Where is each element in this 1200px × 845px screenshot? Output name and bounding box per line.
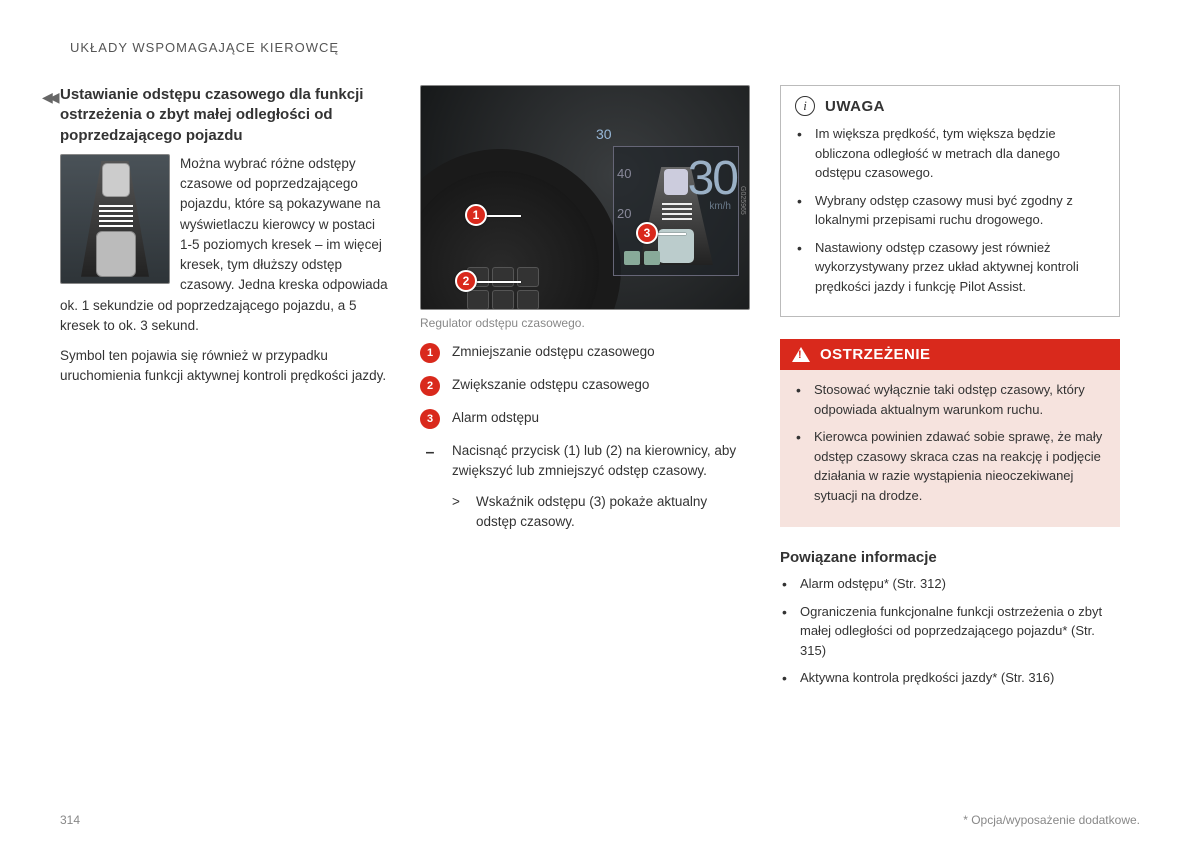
speed-readout: 30	[688, 151, 737, 206]
warning-icon	[792, 347, 810, 362]
callout-text-1: Zmniejszanie odstępu czasowego	[452, 342, 655, 363]
paragraph-2: Symbol ten pojawia się również w przypad…	[60, 346, 390, 387]
warning-title: OSTRZEŻENIE	[820, 346, 931, 363]
continuation-icon: ◀◀	[42, 89, 56, 106]
column-2: 30 40 20 30 km/h G025965 1 2 3 Regulator…	[420, 85, 750, 696]
callout-text-2: Zwiększanie odstępu czasowego	[452, 375, 649, 396]
instruction-item: – Nacisnąć przycisk (1) lub (2) na kiero…	[420, 441, 750, 532]
related-list: Alarm odstępu* (Str. 312) Ograniczenia f…	[780, 574, 1120, 688]
note-item: Im większa prędkość, tym większa będzie …	[797, 124, 1105, 183]
dashboard-illustration: 30 40 20 30 km/h G025965 1 2 3	[420, 85, 750, 310]
callout-item-2: 2 Zwiększanie odstępu czasowego	[420, 375, 750, 396]
note-box: i UWAGA Im większa prędkość, tym większa…	[780, 85, 1120, 317]
related-item: Aktywna kontrola prędkości jazdy* (Str. …	[782, 668, 1120, 688]
callout-1-marker: 1	[465, 204, 487, 226]
callout-list: 1 Zmniejszanie odstępu czasowego 2 Zwięk…	[420, 342, 750, 532]
instruction-result: Wskaźnik odstępu (3) pokaże aktualny ods…	[476, 492, 750, 533]
gauge-20: 20	[617, 206, 631, 221]
callout-num-3: 3	[420, 409, 440, 429]
speed-unit: km/h	[709, 201, 731, 212]
image-caption: Regulator odstępu czasowego.	[420, 316, 750, 330]
callout-2-marker: 2	[455, 270, 477, 292]
note-title: UWAGA	[825, 98, 885, 115]
note-item: Wybrany odstęp czasowy musi być zgodny z…	[797, 191, 1105, 230]
note-item: Nastawiony odstęp czasowy jest również w…	[797, 238, 1105, 297]
gauge-40: 40	[617, 166, 631, 181]
callout-num-2: 2	[420, 376, 440, 396]
warning-item: Stosować wyłącznie taki odstęp czasowy, …	[796, 380, 1106, 419]
warning-box: OSTRZEŻENIE Stosować wyłącznie taki odst…	[780, 339, 1120, 527]
distance-symbol-illustration	[60, 154, 170, 284]
callout-text-3: Alarm odstępu	[452, 408, 539, 429]
related-item: Alarm odstępu* (Str. 312)	[782, 574, 1120, 594]
related-item: Ograniczenia funkcjonalne funkcji ostrze…	[782, 602, 1120, 661]
gauge-value: 30	[596, 126, 612, 142]
dash-bullet-icon: –	[420, 441, 440, 532]
note-list: Im większa prędkość, tym większa będzie …	[795, 124, 1105, 296]
image-code: G025965	[739, 186, 746, 215]
result-arrow-icon: >	[452, 492, 470, 533]
steering-wheel-graphic	[420, 149, 621, 310]
callout-item-3: 3 Alarm odstępu	[420, 408, 750, 429]
section-header: UKŁADY WSPOMAGAJĄCE KIEROWCĘ	[70, 40, 1140, 55]
page-number: 314	[60, 813, 80, 827]
footnote: * Opcja/wyposażenie dodatkowe.	[963, 813, 1140, 827]
instruction-text: Nacisnąć przycisk (1) lub (2) na kierown…	[452, 441, 750, 482]
section-title: Ustawianie odstępu czasowego dla funkcji…	[60, 85, 390, 146]
warning-list: Stosować wyłącznie taki odstęp czasowy, …	[794, 380, 1106, 505]
callout-3-marker: 3	[636, 222, 658, 244]
warning-item: Kierowca powinien zdawać sobie sprawę, ż…	[796, 427, 1106, 505]
column-1: ◀◀ Ustawianie odstępu czasowego dla funk…	[60, 85, 390, 696]
callout-item-1: 1 Zmniejszanie odstępu czasowego	[420, 342, 750, 363]
info-icon: i	[795, 96, 815, 116]
related-title: Powiązane informacje	[780, 549, 1120, 566]
content-columns: ◀◀ Ustawianie odstępu czasowego dla funk…	[60, 85, 1140, 696]
callout-num-1: 1	[420, 343, 440, 363]
column-3: i UWAGA Im większa prędkość, tym większa…	[780, 85, 1120, 696]
